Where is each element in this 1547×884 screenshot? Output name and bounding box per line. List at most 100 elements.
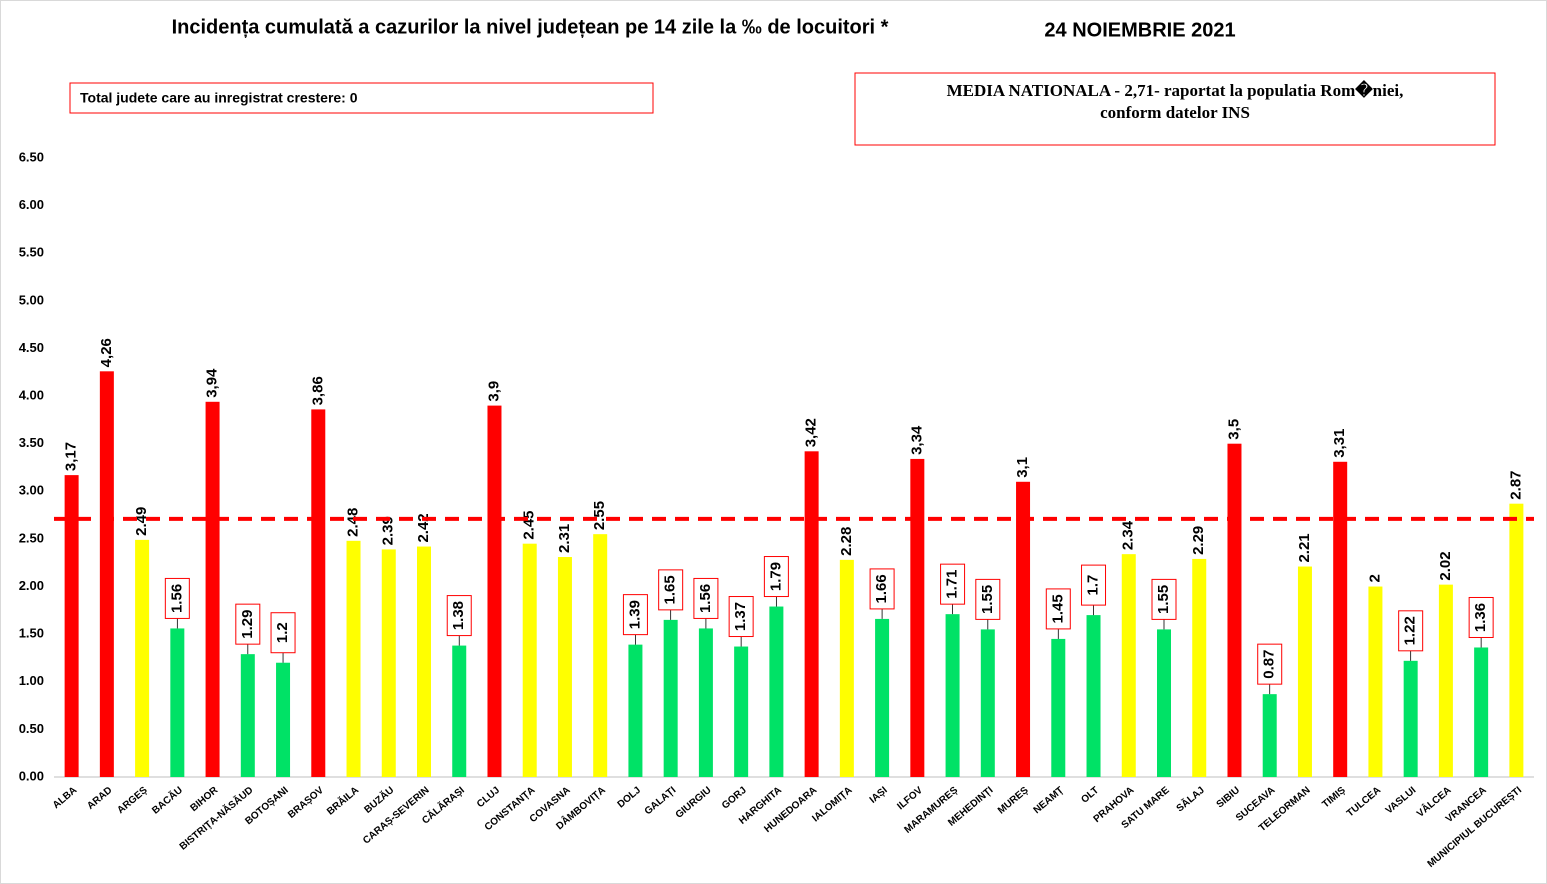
bar [557,557,572,777]
bar [1297,566,1312,777]
bar [839,559,854,777]
label-box [869,568,895,610]
y-tick-label: 6.50 [19,149,44,164]
value-label: 2.21 [1296,533,1313,562]
label-box [1151,578,1177,620]
label-box [270,612,296,654]
value-label: 1.2 [274,622,291,643]
value-label: 1.56 [168,584,185,613]
label-box [1468,596,1494,638]
y-tick-label: 0.50 [19,721,44,736]
value-label: 1.7 [1084,575,1101,596]
label-box [1398,610,1424,652]
bar [240,654,255,777]
label-box [235,603,261,645]
label-box [658,569,684,611]
value-label: 1.37 [732,602,749,631]
bar [1333,461,1348,777]
label-box [975,578,1001,620]
bar [205,401,220,777]
label-box [1045,588,1071,630]
label-box [164,577,190,619]
bar [910,458,925,777]
value-label: 2.87 [1507,470,1524,499]
value-label: 3,42 [803,418,820,447]
bar [99,371,114,777]
value-label: 1.22 [1402,616,1419,645]
label-box [1081,564,1107,606]
value-label: 2.34 [1120,520,1137,550]
value-label: 1.36 [1472,603,1489,632]
y-tick-label: 0.00 [19,768,44,783]
annotation: Total judete care au inregistrat crester… [80,90,358,106]
label-box [1257,643,1283,685]
y-tick-label: 1.50 [19,626,44,641]
bar [1368,586,1383,777]
label-box [622,594,648,636]
value-label: 1.55 [1155,585,1172,614]
label-box [446,595,472,637]
bar [769,606,784,777]
bar [135,539,150,777]
y-tick-label: 2.50 [19,530,44,545]
chart-title: Incidența cumulată a cazurilor la nivel … [172,16,889,38]
bar [1227,443,1242,777]
value-label: 1.55 [979,585,996,614]
annotation-box [854,72,1496,146]
chart-subtitle: 24 NOIEMBRIE 2021 [1044,19,1235,41]
value-label: 3,34 [908,425,925,455]
bar [417,546,431,777]
bar [1157,629,1171,777]
bar [276,662,291,777]
bar [628,644,643,777]
bar [381,549,396,777]
y-tick-label: 5.50 [19,245,44,260]
y-tick-label: 2.00 [19,578,44,593]
y-tick-label: 3.00 [19,483,44,498]
bar [170,628,185,777]
bar [663,619,678,777]
value-label: 0.87 [1261,650,1278,679]
bar [1051,638,1066,777]
annotation: conform datelor INS [1100,103,1250,122]
value-label: 3,86 [309,376,326,405]
value-label: 1.71 [944,570,961,599]
bar [875,618,890,777]
y-tick-label: 1.00 [19,673,44,688]
bar [452,645,467,777]
bar [804,451,819,777]
y-tick-label: 6.00 [19,197,44,212]
value-label: 2.45 [521,510,538,539]
value-label: 1.38 [450,601,467,630]
value-label: 2.31 [556,524,573,553]
label-box [763,556,789,598]
value-label: 2.55 [591,501,608,530]
bar [1438,584,1453,777]
bar [522,543,537,777]
bar [980,629,995,777]
value-label: 1.39 [626,600,643,629]
bar [1121,554,1136,777]
bar [1192,558,1207,777]
value-label: 3,1 [1014,457,1031,478]
bar [64,475,79,777]
bar [1403,660,1418,777]
value-label: 2.48 [344,508,361,537]
value-label: 2.49 [133,507,150,536]
y-tick-label: 4.50 [19,340,44,355]
value-label: 2.29 [1190,526,1207,555]
value-label: 1.79 [767,562,784,591]
label-box [940,563,966,605]
value-label: 3,31 [1331,429,1348,458]
value-label: 1.56 [697,584,714,613]
label-box [693,577,719,619]
value-label: 3,17 [63,442,80,471]
bar [945,614,960,777]
bar [1086,615,1101,777]
bar [734,646,749,777]
value-label: 1.66 [873,574,890,603]
bar [1016,481,1031,777]
bar [593,534,608,777]
bar [1474,647,1489,777]
annotation-box [69,82,654,114]
